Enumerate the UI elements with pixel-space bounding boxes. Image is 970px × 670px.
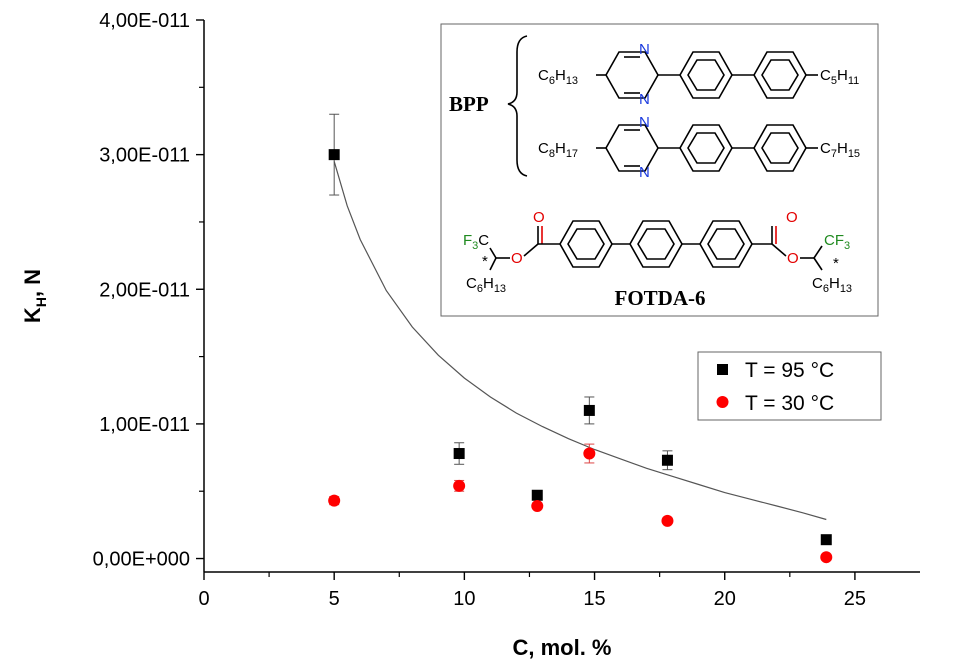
x-tick-label: 0 bbox=[198, 588, 209, 610]
x-axis-title: C, mol. % bbox=[512, 635, 611, 660]
data-point-square bbox=[583, 404, 595, 416]
data-point-square bbox=[531, 489, 543, 501]
x-tick-label: 25 bbox=[844, 588, 866, 610]
bpp1-left-chain: C6H13 bbox=[538, 67, 578, 87]
series-layer bbox=[328, 113, 833, 564]
carbonyl-oxygen: O bbox=[533, 209, 545, 226]
y-tick-label: 2,00E-011 bbox=[99, 279, 190, 301]
bpp-label: BPP bbox=[449, 92, 489, 116]
data-point-circle bbox=[531, 500, 544, 513]
nitrogen-atom: N bbox=[639, 164, 650, 181]
y-tick-label: 1,00E-011 bbox=[99, 414, 190, 436]
data-point-square bbox=[328, 149, 340, 161]
data-point-square bbox=[661, 454, 673, 466]
x-tick-label: 20 bbox=[714, 588, 736, 610]
ester-oxygen: O bbox=[511, 250, 523, 267]
data-point-circle bbox=[820, 551, 833, 564]
x-tick-label: 10 bbox=[453, 588, 475, 610]
hexyl-chain-right: C6H13 bbox=[812, 275, 852, 295]
bpp2-left-chain: C8H17 bbox=[538, 140, 578, 160]
chiral-center-mark: * bbox=[833, 255, 839, 272]
legend-label-30: T = 30 °C bbox=[745, 392, 834, 415]
cf3-group-left: F3C bbox=[463, 232, 489, 252]
x-tick-label: 5 bbox=[329, 588, 340, 610]
bpp-molecule-1: C6H13 N N C5H11 bbox=[538, 41, 859, 108]
y-axis-title-sub: H bbox=[33, 297, 49, 307]
bpp-brace bbox=[507, 35, 528, 177]
structure-inset: BPP C6H13 N N C5H11 C8H17 N bbox=[440, 23, 879, 317]
legend-box bbox=[697, 351, 882, 421]
y-axis-title-main: K bbox=[20, 307, 45, 323]
bpp-molecule-2: C8H17 N N C7H15 bbox=[538, 114, 860, 181]
legend: T = 95 °C T = 30 °C bbox=[697, 351, 882, 421]
fotda-molecule: F3C * C6H13 O O O O bbox=[463, 209, 852, 310]
series-t95 bbox=[328, 113, 832, 546]
chiral-center-mark: * bbox=[482, 253, 488, 270]
y-axis-title: KH, N bbox=[20, 269, 49, 323]
legend-label-95: T = 95 °C bbox=[745, 359, 834, 382]
data-point-circle bbox=[583, 447, 596, 460]
nitrogen-atom: N bbox=[639, 91, 650, 108]
ester-oxygen: O bbox=[787, 250, 799, 267]
axis-ticks bbox=[196, 19, 856, 580]
fotda-label: FOTDA-6 bbox=[615, 286, 706, 310]
cf3-group-right: CF3 bbox=[824, 232, 850, 252]
data-point-circle bbox=[453, 479, 466, 492]
nitrogen-atom: N bbox=[639, 41, 650, 58]
y-tick-label: 3,00E-011 bbox=[99, 145, 190, 167]
bpp1-right-chain: C5H11 bbox=[820, 67, 859, 87]
hexyl-chain-left: C6H13 bbox=[466, 275, 506, 295]
bpp2-right-chain: C7H15 bbox=[820, 140, 860, 160]
carbonyl-oxygen: O bbox=[786, 209, 798, 226]
y-axis-title-suffix: , N bbox=[20, 269, 45, 297]
inset-frame bbox=[440, 23, 879, 317]
legend-marker-95 bbox=[717, 364, 728, 375]
y-tick-label: 4,00E-011 bbox=[99, 10, 190, 32]
series-t30 bbox=[328, 443, 833, 564]
fit-curve bbox=[333, 161, 827, 521]
x-tick-label: 15 bbox=[583, 588, 605, 610]
data-point-square bbox=[820, 534, 832, 546]
axis-tick-labels: 0 5 10 15 20 25 0,00E+000 1,00E-011 2,00E-011 3,0… bbox=[93, 10, 866, 610]
y-tick-label: 0,00E+000 bbox=[93, 549, 190, 571]
data-point-square bbox=[453, 448, 465, 460]
legend-marker-30 bbox=[716, 396, 729, 408]
nitrogen-atom: N bbox=[639, 114, 650, 131]
data-point-circle bbox=[661, 514, 674, 527]
data-point-circle bbox=[328, 494, 341, 507]
